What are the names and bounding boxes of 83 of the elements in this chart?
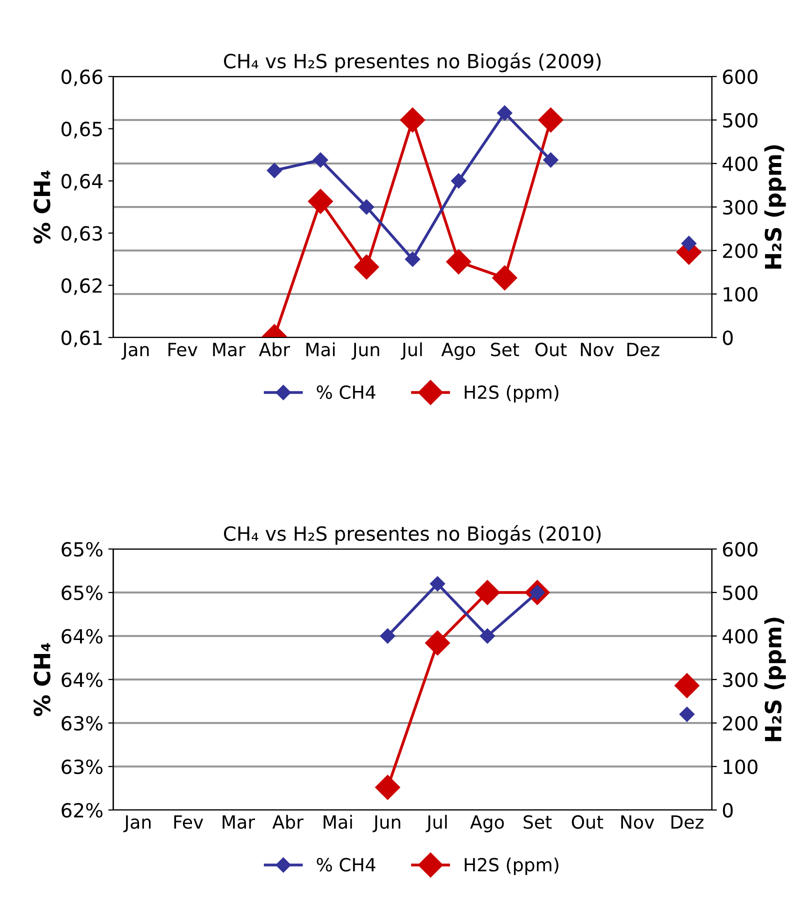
y2-tick-label: 400 — [722, 156, 758, 172]
point — [497, 105, 512, 121]
point — [308, 188, 333, 214]
x-tick-label: Set — [524, 815, 552, 829]
y-tick-label: 0,64 — [62, 174, 102, 191]
point — [543, 152, 558, 168]
point — [400, 108, 426, 132]
x-tick-label: Out — [572, 815, 604, 829]
point — [354, 254, 380, 280]
point — [446, 249, 472, 274]
y-tick-label: 64% — [62, 672, 102, 688]
y2-tick-label: 300 — [723, 672, 758, 688]
y-tick-label: 63% — [62, 759, 102, 774]
y-tick-label: 63% — [62, 716, 102, 731]
x-tick-label: Jun — [372, 815, 400, 832]
point — [425, 630, 450, 656]
x-tick-label: Jan — [123, 815, 151, 832]
chart-title: CH₄ vs H₂S presentes no Biogás (2009) — [224, 52, 601, 72]
x-tick-label: Fev — [174, 815, 204, 829]
x-tick-label: Abr — [258, 342, 290, 356]
y2-axis-title: H₂S (ppm) — [764, 145, 786, 269]
point — [405, 252, 420, 267]
point — [380, 628, 396, 644]
point — [358, 199, 374, 215]
y-tick-label: 62% — [62, 802, 102, 818]
x-tick-label: Out — [535, 342, 567, 356]
y2-tick-label: 100 — [724, 286, 758, 302]
y-tick-label: 0,62 — [62, 278, 102, 295]
x-tick-label: Jun — [352, 342, 380, 360]
y-axis-title: % CH₄ — [34, 170, 50, 244]
x-tick-label: Ago — [470, 815, 504, 832]
point — [681, 236, 696, 252]
y-tick-label: 65% — [62, 542, 102, 557]
x-tick-label: Jan — [121, 342, 149, 360]
x-tick-label: Set — [491, 342, 520, 356]
y-tick-label: 0,66 — [62, 69, 102, 86]
y2-tick-label: 0 — [722, 330, 733, 346]
point — [538, 108, 564, 132]
point — [492, 265, 518, 290]
y2-tick-label: 500 — [723, 112, 758, 128]
x-tick-label: Mar — [222, 815, 256, 829]
y2-tick-label: 200 — [723, 716, 758, 731]
legend-label: % CH4 — [316, 385, 376, 400]
legend-label: H2S (ppm) — [464, 858, 558, 876]
y2-axis-title: H₂S (ppm) — [764, 618, 786, 742]
point — [451, 173, 466, 188]
x-tick-label: Mai — [306, 342, 335, 356]
x-tick-label: Abr — [272, 814, 304, 829]
y-tick-label: 64% — [62, 628, 102, 644]
y-tick-label: 0,63 — [62, 226, 102, 243]
x-tick-label: Dez — [672, 815, 704, 829]
legend-label: H2S (ppm) — [464, 385, 558, 403]
point — [266, 162, 282, 178]
y2-tick-label: 500 — [723, 585, 758, 600]
point — [430, 576, 446, 592]
x-tick-label: Fev — [168, 342, 198, 356]
y-tick-label: 0,61 — [62, 330, 102, 348]
y-tick-label: 65% — [62, 585, 102, 600]
y2-tick-label: 400 — [722, 628, 758, 644]
chart-title: CH₄ vs H₂S presentes no Biogás (2010) — [224, 525, 601, 545]
x-tick-label: Ago — [441, 342, 476, 360]
y2-tick-label: 0 — [722, 802, 733, 818]
point — [375, 774, 400, 800]
point — [674, 673, 700, 698]
y2-tick-label: 200 — [723, 243, 758, 258]
x-tick-label: Dez — [627, 342, 660, 356]
legend-label: % CH4 — [316, 858, 376, 872]
x-tick-label: Mar — [213, 342, 246, 356]
x-tick-label: Jul — [400, 342, 422, 360]
y2-tick-label: 600 — [723, 542, 758, 557]
x-tick-label: Nov — [621, 815, 654, 829]
y2-tick-label: 300 — [723, 200, 758, 215]
x-tick-label: Mai — [324, 814, 352, 829]
point — [312, 152, 328, 168]
y2-tick-label: 600 — [723, 69, 758, 84]
y-axis-title: % CH₄ — [34, 643, 50, 716]
point — [480, 628, 495, 644]
point — [679, 706, 695, 722]
y-tick-label: 0,65 — [62, 122, 102, 138]
x-tick-label: Nov — [580, 342, 614, 356]
point — [474, 580, 500, 605]
y2-tick-label: 100 — [724, 759, 758, 774]
x-tick-label: Jul — [426, 814, 447, 832]
